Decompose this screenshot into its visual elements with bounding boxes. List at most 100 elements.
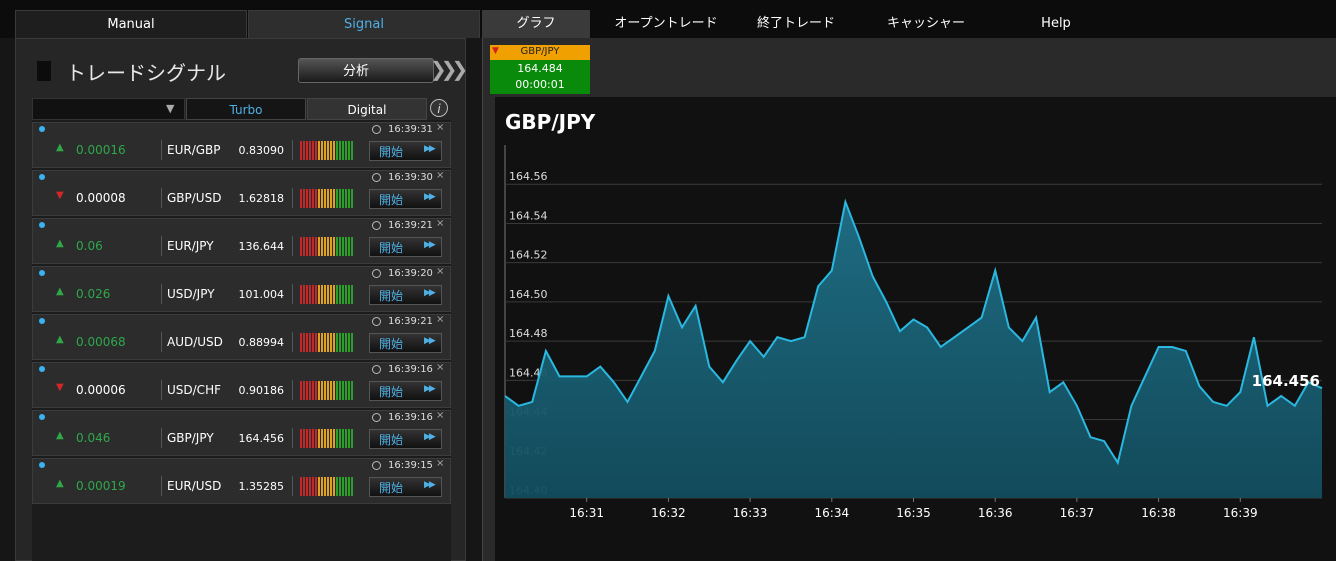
filter-dropdown[interactable] — [32, 98, 185, 120]
strength-bar — [306, 381, 308, 400]
ticker-timer: 00:00:01 — [515, 78, 565, 91]
nav-tab[interactable]: 終了トレード — [756, 16, 835, 31]
strength-bar — [345, 285, 347, 304]
strength-bar — [300, 237, 302, 256]
start-arrows: ▶▶ — [424, 144, 436, 154]
start-button[interactable]: 開始 — [369, 429, 442, 449]
strength-bar — [315, 141, 317, 160]
start-button[interactable]: 開始 — [369, 381, 442, 401]
strength-bar — [318, 429, 320, 448]
strength-bar — [315, 477, 317, 496]
strength-bar — [345, 381, 347, 400]
nav-tab[interactable]: オープントレード — [614, 16, 718, 31]
info-icon[interactable]: i — [430, 99, 448, 117]
start-button[interactable]: 開始 — [369, 477, 442, 497]
close-icon[interactable]: × — [436, 458, 445, 469]
start-button[interactable]: 開始 — [369, 189, 442, 209]
close-icon[interactable]: × — [436, 170, 445, 181]
strength-bar — [318, 381, 320, 400]
strength-bar — [339, 189, 341, 208]
clock-icon — [372, 461, 381, 470]
start-arrows: ▶▶ — [424, 288, 436, 298]
strength-bar — [327, 189, 329, 208]
strength-bar — [351, 141, 353, 160]
strength-bar — [327, 381, 329, 400]
strength-bar — [348, 189, 350, 208]
strength-bar — [321, 237, 323, 256]
start-arrows: ▶▶ — [424, 336, 436, 346]
separator — [292, 188, 293, 208]
start-button[interactable]: 開始 — [369, 141, 442, 161]
close-icon[interactable]: × — [436, 266, 445, 277]
nav-tab[interactable]: Signal — [248, 10, 480, 38]
strength-bar — [318, 333, 320, 352]
separator — [161, 332, 162, 352]
strength-bar — [333, 285, 335, 304]
strength-bar — [342, 189, 344, 208]
strength-bar — [351, 285, 353, 304]
nav-tab[interactable]: キャッシャー — [886, 16, 965, 31]
start-arrows: ▶▶ — [424, 432, 436, 442]
strength-bar — [318, 237, 320, 256]
start-button[interactable]: 開始 — [369, 237, 442, 257]
close-icon[interactable]: × — [436, 122, 445, 133]
status-dot — [39, 270, 45, 276]
strength-bar — [333, 237, 335, 256]
strength-bar — [342, 141, 344, 160]
signal-price: 164.456 — [238, 432, 285, 445]
strength-bar — [330, 429, 332, 448]
strength-bar — [321, 333, 323, 352]
strength-bar — [324, 429, 326, 448]
strength-bar — [333, 189, 335, 208]
ticker-header — [490, 45, 590, 60]
signal-change: 0.00019 — [76, 479, 126, 493]
clock-icon — [372, 317, 381, 326]
strength-bar — [300, 429, 302, 448]
close-icon[interactable]: × — [436, 410, 445, 421]
strength-bar — [327, 429, 329, 448]
strength-bar — [351, 429, 353, 448]
close-icon[interactable]: × — [436, 314, 445, 325]
panel-title: トレードシグナル — [66, 61, 226, 85]
signal-tab[interactable]: Digital — [307, 98, 427, 120]
analyze-button[interactable]: 分析 — [298, 58, 434, 83]
strength-bar — [333, 477, 335, 496]
strength-bar — [324, 333, 326, 352]
panel-icon — [37, 61, 51, 81]
strength-bar — [342, 237, 344, 256]
strength-bar — [309, 141, 311, 160]
nav-tab[interactable]: Help — [1041, 16, 1071, 31]
start-arrows: ▶▶ — [424, 192, 436, 202]
strength-bar — [312, 237, 314, 256]
signal-price: 0.83090 — [238, 144, 285, 157]
signal-tab[interactable]: Turbo — [186, 98, 306, 120]
nav-tab[interactable]: グラフ — [482, 10, 590, 38]
start-arrows: ▶▶ — [424, 240, 436, 250]
status-dot — [39, 174, 45, 180]
strength-bar — [303, 141, 305, 160]
nav-tab[interactable]: Manual — [15, 10, 247, 38]
strength-bar — [348, 429, 350, 448]
strength-bar — [321, 189, 323, 208]
ticker-price: 164.484 — [517, 62, 563, 75]
strength-bar — [312, 477, 314, 496]
start-button[interactable]: 開始 — [369, 333, 442, 353]
clock-icon — [372, 173, 381, 182]
strength-bar — [333, 333, 335, 352]
strength-bar — [330, 285, 332, 304]
signal-price: 101.004 — [238, 288, 285, 301]
analyze-arrows: ❯❯❯ — [430, 57, 468, 81]
separator — [161, 476, 162, 496]
strength-bar — [315, 285, 317, 304]
close-icon[interactable]: × — [436, 218, 445, 229]
close-icon[interactable]: × — [436, 362, 445, 373]
strength-bar — [342, 381, 344, 400]
strength-bar — [315, 237, 317, 256]
strength-bar — [333, 381, 335, 400]
status-dot — [39, 222, 45, 228]
strength-bar — [348, 381, 350, 400]
strength-bar — [309, 285, 311, 304]
strength-bar — [345, 333, 347, 352]
start-button[interactable]: 開始 — [369, 285, 442, 305]
status-dot — [39, 462, 45, 468]
